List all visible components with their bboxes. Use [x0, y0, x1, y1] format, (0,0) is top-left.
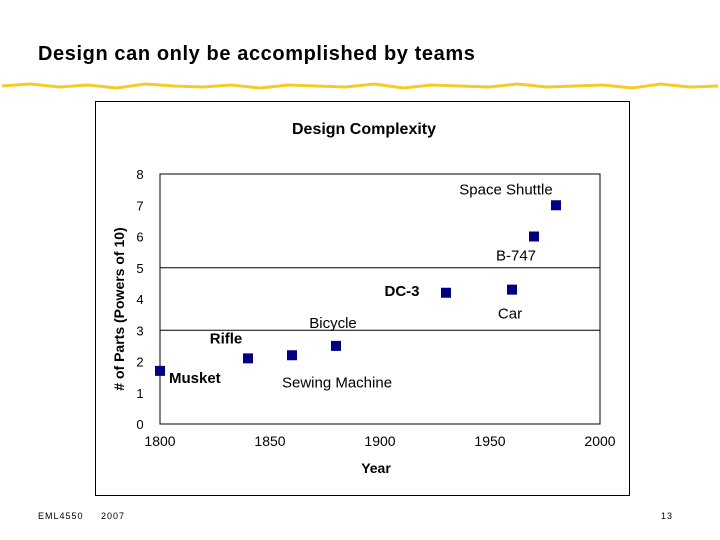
- y-tick-label: 1: [136, 386, 143, 401]
- data-label-b-747: B-747: [496, 248, 536, 265]
- x-tick-label: 1850: [254, 433, 285, 449]
- page-number: 13: [661, 511, 674, 521]
- data-label-car: Car: [498, 306, 522, 323]
- data-label-dc-3: DC-3: [384, 283, 419, 300]
- data-label-space-shuttle: Space Shuttle: [459, 181, 552, 198]
- data-label-rifle: Rifle: [210, 330, 243, 347]
- x-tick-label: 1800: [144, 433, 175, 449]
- design-complexity-chart: Design Complexity 0 1 2 3 4 5 6 7 8 1800 1850 1900 19…: [111, 121, 616, 476]
- data-label-musket: Musket: [169, 370, 221, 387]
- data-label-bicycle: Bicycle: [309, 315, 357, 332]
- x-axis-title: Year: [361, 460, 391, 476]
- data-point-bicycle: [331, 340, 341, 351]
- title-underline: [1, 82, 719, 90]
- data-point-b-747: [529, 231, 539, 242]
- data-point-space-shuttle: [551, 200, 561, 211]
- footer-course: EML4550: [38, 511, 84, 521]
- x-tick-label: 1950: [474, 433, 505, 449]
- y-tick-label: 8: [136, 167, 143, 182]
- y-tick-label: 0: [136, 417, 143, 432]
- data-point-car: [507, 284, 517, 295]
- chart-frame: Design Complexity 0 1 2 3 4 5 6 7 8 1800 1850 1900 19…: [95, 101, 630, 496]
- y-tick-label: 4: [136, 292, 143, 307]
- y-tick-label: 6: [136, 230, 143, 245]
- footer-year: 2007: [101, 511, 126, 521]
- x-tick-label: 2000: [584, 433, 615, 449]
- y-tick-label: 7: [136, 198, 143, 213]
- plot-area: [159, 173, 601, 425]
- chart-title: Design Complexity: [292, 121, 436, 138]
- data-point-musket: [155, 365, 165, 376]
- title-underline-stroke: [1, 82, 719, 90]
- y-axis-title: # of Parts (Powers of 10): [111, 227, 127, 390]
- y-tick-label: 3: [136, 323, 143, 338]
- data-point-rifle: [243, 353, 253, 364]
- y-tick-label: 5: [136, 261, 143, 276]
- slide-title: Design can only be accomplished by teams: [38, 43, 476, 65]
- y-tick-label: 2: [136, 355, 143, 370]
- data-label-sewing-machine: Sewing Machine: [282, 374, 392, 391]
- data-point-dc-3: [441, 287, 451, 298]
- data-point-sewing-machine: [287, 350, 297, 361]
- x-tick-label: 1900: [364, 433, 395, 449]
